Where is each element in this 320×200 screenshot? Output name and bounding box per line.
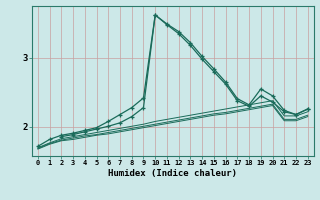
X-axis label: Humidex (Indice chaleur): Humidex (Indice chaleur) xyxy=(108,169,237,178)
